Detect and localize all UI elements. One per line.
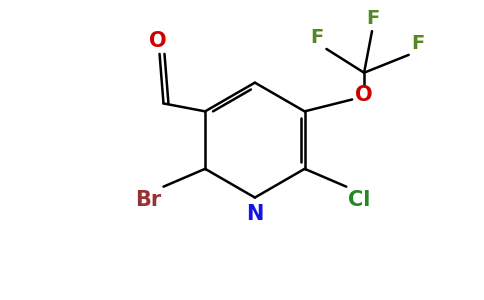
Text: Br: Br bbox=[135, 190, 162, 210]
Text: F: F bbox=[412, 34, 425, 53]
Text: Cl: Cl bbox=[348, 190, 371, 210]
Text: F: F bbox=[310, 28, 323, 47]
Text: O: O bbox=[149, 31, 166, 51]
Text: F: F bbox=[366, 9, 379, 28]
Text: O: O bbox=[355, 85, 373, 104]
Text: N: N bbox=[246, 203, 264, 224]
